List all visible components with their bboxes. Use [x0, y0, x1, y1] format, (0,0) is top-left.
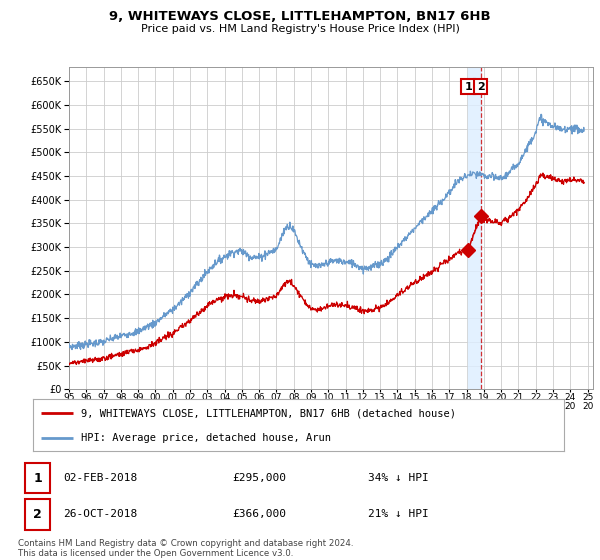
Text: HPI: Average price, detached house, Arun: HPI: Average price, detached house, Arun	[81, 433, 331, 443]
Bar	[468, 67, 481, 389]
Text: £366,000: £366,000	[232, 510, 286, 520]
Text: Price paid vs. HM Land Registry's House Price Index (HPI): Price paid vs. HM Land Registry's House …	[140, 24, 460, 34]
FancyBboxPatch shape	[25, 499, 50, 530]
Text: 02-FEB-2018: 02-FEB-2018	[63, 473, 137, 483]
Text: 9, WHITEWAYS CLOSE, LITTLEHAMPTON, BN17 6HB (detached house): 9, WHITEWAYS CLOSE, LITTLEHAMPTON, BN17 …	[81, 408, 456, 418]
Text: Contains HM Land Registry data © Crown copyright and database right 2024.
This d: Contains HM Land Registry data © Crown c…	[18, 539, 353, 558]
FancyBboxPatch shape	[25, 463, 50, 493]
Text: 1: 1	[33, 472, 42, 484]
Text: 1: 1	[464, 82, 472, 91]
Text: 2: 2	[477, 82, 485, 91]
Text: £295,000: £295,000	[232, 473, 286, 483]
Text: 9, WHITEWAYS CLOSE, LITTLEHAMPTON, BN17 6HB: 9, WHITEWAYS CLOSE, LITTLEHAMPTON, BN17 …	[109, 10, 491, 23]
Text: 2: 2	[33, 508, 42, 521]
Text: 26-OCT-2018: 26-OCT-2018	[63, 510, 137, 520]
Text: 34% ↓ HPI: 34% ↓ HPI	[368, 473, 428, 483]
Text: 21% ↓ HPI: 21% ↓ HPI	[368, 510, 428, 520]
